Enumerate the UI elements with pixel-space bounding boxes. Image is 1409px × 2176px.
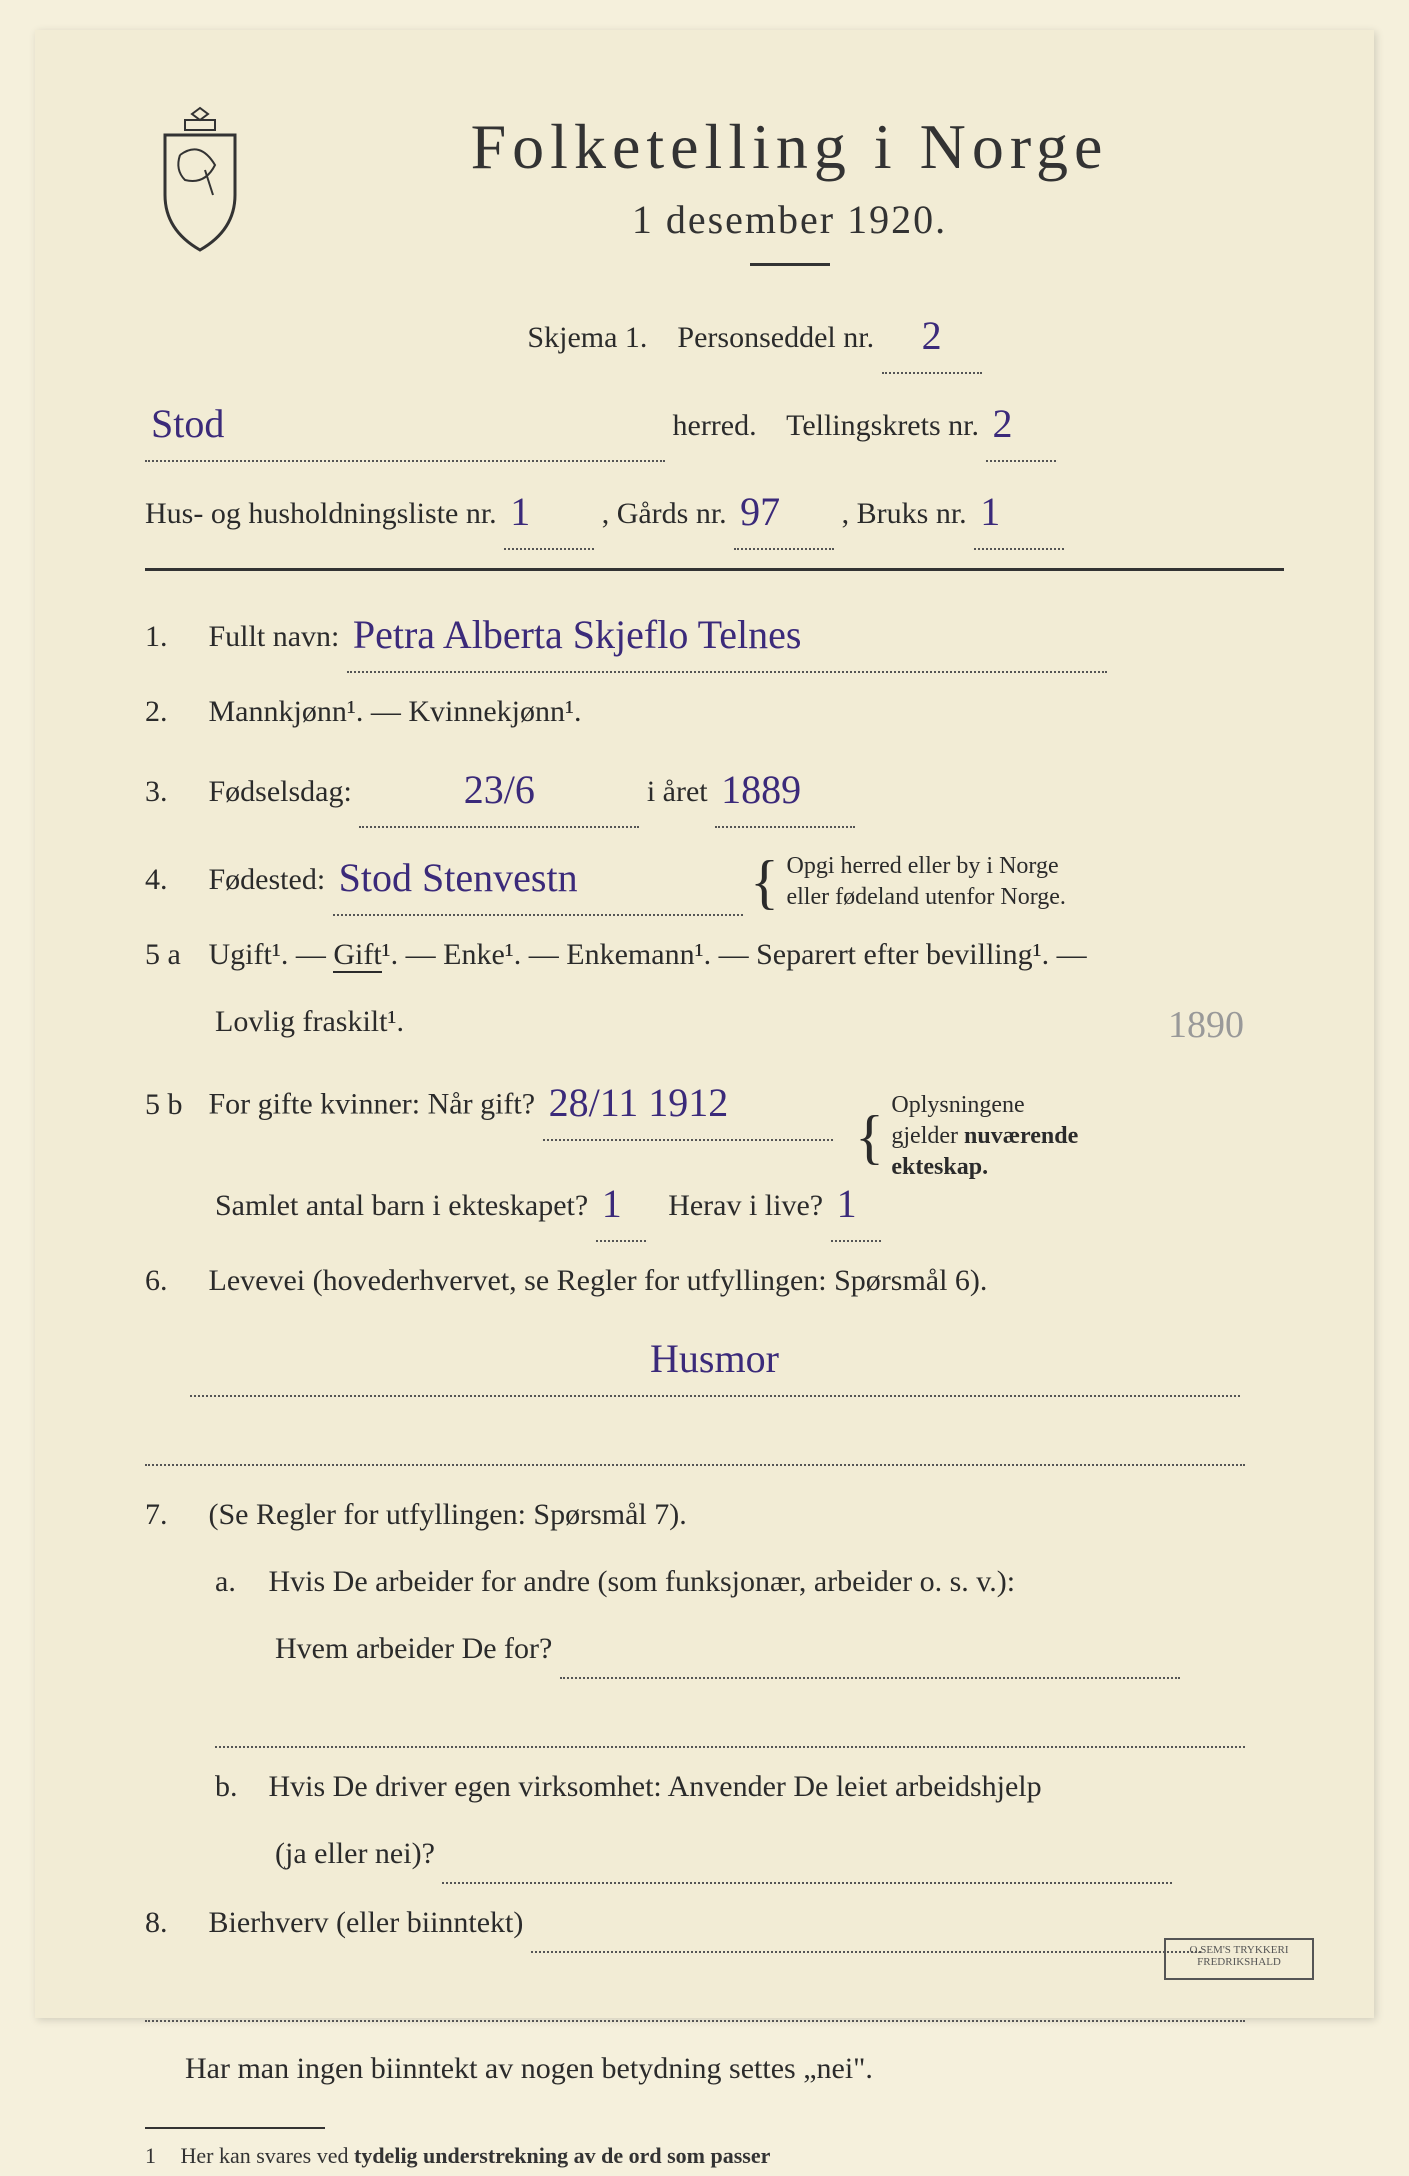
bruks-nr: 1: [980, 489, 1000, 534]
personseddel-nr: 2: [922, 313, 942, 358]
children-alive: 1: [837, 1181, 857, 1226]
q7a-line1: a. Hvis De arbeider for andre (som funks…: [145, 1553, 1284, 1610]
birth-day: 23/6: [464, 767, 535, 812]
occupation: Husmor: [650, 1336, 779, 1381]
full-name: Petra Alberta Skjeflo Telnes: [353, 612, 802, 657]
q3-line: 3. Fødselsdag: 23/6 i året 1889: [145, 750, 1284, 828]
husliste-nr: 1: [510, 489, 530, 534]
gards-nr: 97: [740, 489, 780, 534]
q7b-line1: b. Hvis De driver egen virksomhet: Anven…: [145, 1758, 1284, 1815]
children-total: 1: [602, 1181, 622, 1226]
q6-blank: [145, 1407, 1284, 1466]
q2-line: 2. Mannkjønn¹. — Kvinnekjønn¹.: [145, 683, 1284, 740]
q5b-line1: 5 b For gifte kvinner: Når gift? 28/11 1…: [145, 1060, 1284, 1154]
q5a-line: 5 a Ugift¹. — Gift¹. — Enke¹. — Enkemann…: [145, 926, 1284, 983]
marriage-date: 28/11 1912: [549, 1080, 729, 1125]
title-underline: [750, 263, 830, 266]
printer-stamp: O.SEM'S TRYKKERI FREDRIKSHALD: [1164, 1938, 1314, 1980]
closing-line: Har man ingen biinntekt av nogen betydni…: [145, 2040, 1284, 2097]
herred-line: Stod herred. Tellingskrets nr. 2: [145, 384, 1284, 462]
husliste-line: Hus- og husholdningsliste nr. 1 , Gårds …: [145, 472, 1284, 550]
tellingskrets-nr: 2: [992, 401, 1012, 446]
section-rule: [145, 568, 1284, 571]
birthplace: Stod Stenvestn: [339, 855, 578, 900]
title-block: Folketelling i Norge 1 desember 1920.: [295, 110, 1284, 266]
footnote-rule: [145, 2127, 325, 2129]
q8-blank: [145, 1963, 1284, 2022]
herred-value: Stod: [151, 401, 224, 446]
q7-line: 7. (Se Regler for utfyllingen: Spørsmål …: [145, 1486, 1284, 1543]
birth-year: 1889: [721, 767, 801, 812]
footnote: 1 Her kan svares ved tydelig understrekn…: [145, 2135, 1284, 2176]
q4-line: 4. Fødested: Stod Stenvestn { Opgi herre…: [145, 838, 1284, 916]
q5a-line2: Lovlig fraskilt¹. 1890: [145, 993, 1284, 1050]
header: Folketelling i Norge 1 desember 1920.: [145, 110, 1284, 266]
q6-line: 6. Levevei (hovederhvervet, se Regler fo…: [145, 1252, 1284, 1309]
q8-line: 8. Bierhverv (eller biinntekt): [145, 1894, 1284, 1953]
q6-value-line: Husmor: [145, 1319, 1284, 1397]
main-title: Folketelling i Norge: [295, 110, 1284, 184]
subtitle: 1 desember 1920.: [295, 196, 1284, 243]
personseddel-line: Skjema 1. Personseddel nr. 2: [225, 296, 1284, 374]
form-body: Skjema 1. Personseddel nr. 2 Stod herred…: [145, 296, 1284, 2176]
q7b-line2: (ja eller nei)?: [145, 1825, 1284, 1884]
coat-of-arms-icon: [145, 100, 255, 260]
q7a-line2: Hvem arbeider De for?: [145, 1620, 1284, 1679]
q4-note: Opgi herred eller by i Norge eller fødel…: [786, 851, 1065, 913]
census-form-page: Folketelling i Norge 1 desember 1920. Sk…: [35, 30, 1374, 2018]
q1-line: 1. Fullt navn: Petra Alberta Skjeflo Tel…: [145, 595, 1284, 673]
q7a-blank: [145, 1689, 1284, 1748]
q5b-line2: Samlet antal barn i ekteskapet? 1 Herav …: [145, 1164, 1284, 1242]
pencil-note: 1890: [1168, 989, 1244, 1061]
